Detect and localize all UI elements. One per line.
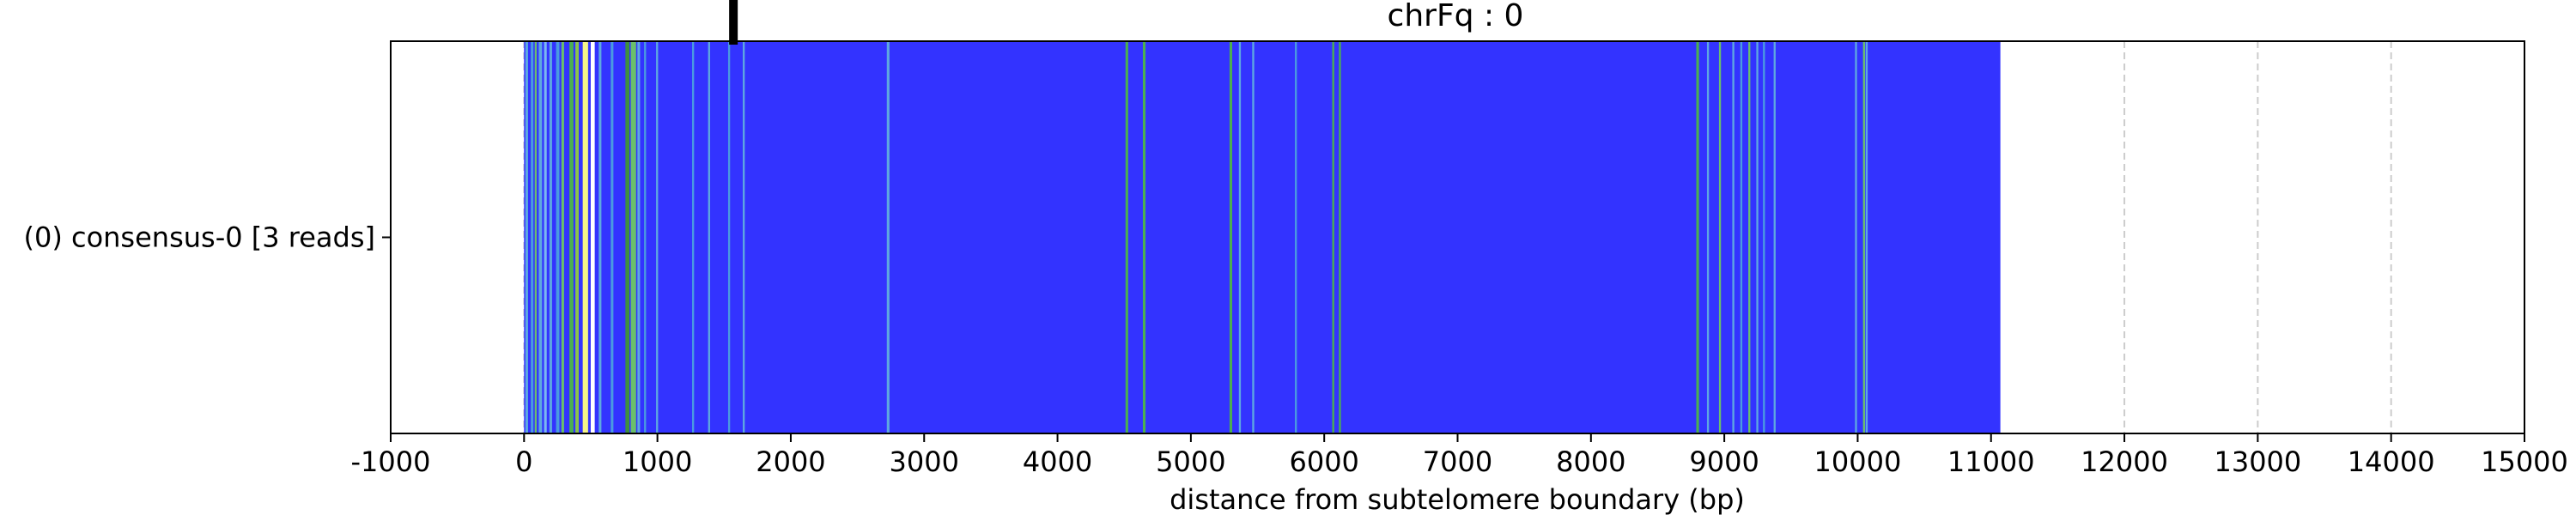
x-tick-label: 4000 — [1023, 445, 1092, 478]
feature-band — [561, 42, 564, 433]
feature-band — [708, 42, 710, 433]
feature-band — [1855, 42, 1857, 433]
feature-band — [625, 42, 630, 433]
feature-band — [569, 42, 574, 433]
boundary-marker — [729, 0, 738, 45]
feature-band — [1718, 42, 1722, 433]
feature-band — [656, 42, 659, 433]
read-bar — [524, 42, 2001, 433]
marker-layer — [729, 0, 738, 45]
feature-band — [1706, 42, 1710, 433]
feature-band — [582, 42, 588, 433]
feature-band — [525, 42, 528, 433]
feature-band — [1142, 42, 1146, 433]
feature-band — [575, 42, 579, 433]
feature-band — [1862, 42, 1865, 433]
chart-title: chrFq : 0 — [1388, 0, 1524, 33]
feature-band — [534, 42, 538, 433]
feature-band — [886, 42, 890, 433]
x-tick-label: 6000 — [1289, 445, 1358, 478]
x-tick-label: 10000 — [1814, 445, 1902, 478]
x-axis-ticks: -1000 0 1000 2000 3000 4000 5000 6000 7000 8000 90… — [351, 433, 2568, 478]
x-tick-label: 7000 — [1423, 445, 1492, 478]
feature-band — [556, 42, 560, 433]
y-axis-ticks: (0) consensus-0 [3 reads] — [23, 221, 391, 254]
x-tick-label: 12000 — [2081, 445, 2168, 478]
x-axis-label: distance from subtelomere boundary (bp) — [1170, 483, 1745, 515]
x-tick-label: 2000 — [756, 445, 825, 478]
x-tick-label: 15000 — [2481, 445, 2568, 478]
feature-band — [531, 42, 534, 433]
feature-band — [1339, 42, 1341, 433]
feature-band — [743, 42, 745, 433]
feature-band — [1865, 42, 1868, 433]
feature-band — [727, 42, 731, 433]
read-track — [524, 42, 2001, 433]
row-label: (0) consensus-0 [3 reads] — [23, 221, 375, 254]
feature-band — [1295, 42, 1297, 433]
feature-band — [1229, 42, 1233, 433]
feature-band — [630, 42, 636, 433]
feature-band — [1732, 42, 1735, 433]
x-tick-label: 9000 — [1689, 445, 1759, 478]
x-tick-label: 5000 — [1156, 445, 1225, 478]
feature-band — [1125, 42, 1128, 433]
x-tick-label: -1000 — [351, 445, 431, 478]
feature-band — [1756, 42, 1759, 433]
x-tick-label: 14000 — [2348, 445, 2435, 478]
x-tick-label: 11000 — [1947, 445, 2035, 478]
feature-band — [544, 42, 547, 433]
feature-band — [1748, 42, 1751, 433]
feature-band — [1696, 42, 1699, 433]
feature-band — [644, 42, 647, 433]
x-tick-label: 8000 — [1556, 445, 1625, 478]
feature-band — [1763, 42, 1765, 433]
x-tick-label: 1000 — [623, 445, 692, 478]
feature-band — [1740, 42, 1743, 433]
feature-band — [590, 42, 595, 433]
feature-band — [611, 42, 614, 433]
x-tick-label: 0 — [515, 445, 532, 478]
feature-band — [1238, 42, 1242, 433]
feature-band — [549, 42, 552, 433]
x-tick-label: 3000 — [890, 445, 959, 478]
x-tick-label: 13000 — [2214, 445, 2301, 478]
feature-band — [637, 42, 641, 433]
feature-band — [692, 42, 695, 433]
feature-band — [1773, 42, 1776, 433]
feature-band — [538, 42, 543, 433]
feature-band — [1252, 42, 1255, 433]
feature-band — [1332, 42, 1334, 433]
feature-bands — [525, 42, 1868, 433]
feature-band — [598, 42, 602, 433]
